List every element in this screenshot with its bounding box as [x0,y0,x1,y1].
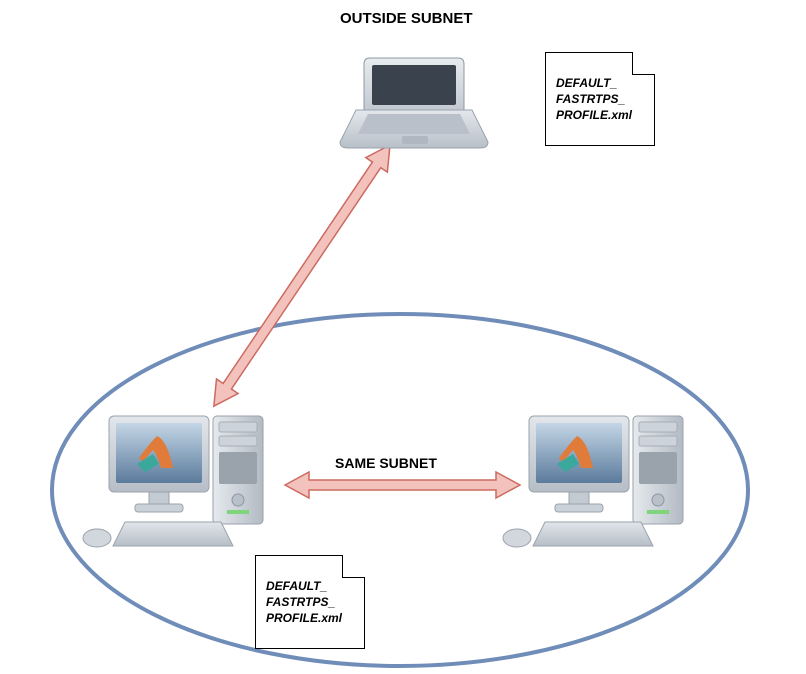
file-icon-top: DEFAULT_ FASTRTPS_ PROFILE.xml [545,52,655,146]
file-line: FASTRTPS_ [266,595,335,609]
file-fold-icon [342,555,365,578]
file-text-bottom: DEFAULT_ FASTRTPS_ PROFILE.xml [266,578,358,626]
file-line: DEFAULT_ [266,579,327,593]
file-line: PROFILE.xml [556,108,632,122]
file-line: PROFILE.xml [266,611,342,625]
desktop-right-icon [0,0,806,674]
file-line: DEFAULT_ [556,76,617,90]
label-same-subnet: SAME SUBNET [335,455,437,471]
label-outside-subnet: OUTSIDE SUBNET [340,10,473,27]
file-fold-icon [632,52,655,75]
file-line: FASTRTPS_ [556,92,625,106]
file-text-top: DEFAULT_ FASTRTPS_ PROFILE.xml [556,75,648,123]
diagram-canvas: { "labels": { "outside_subnet": "OUTSIDE… [0,0,806,674]
file-icon-bottom: DEFAULT_ FASTRTPS_ PROFILE.xml [255,555,365,649]
